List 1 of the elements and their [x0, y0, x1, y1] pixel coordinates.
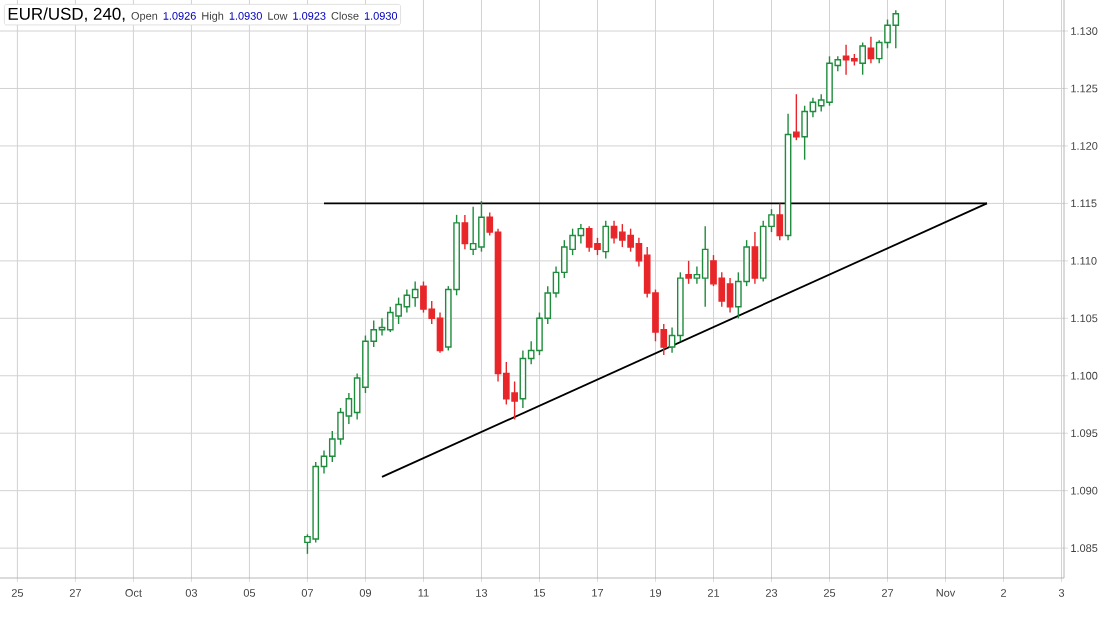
chart-title: EUR/USD, 240, [8, 7, 125, 22]
